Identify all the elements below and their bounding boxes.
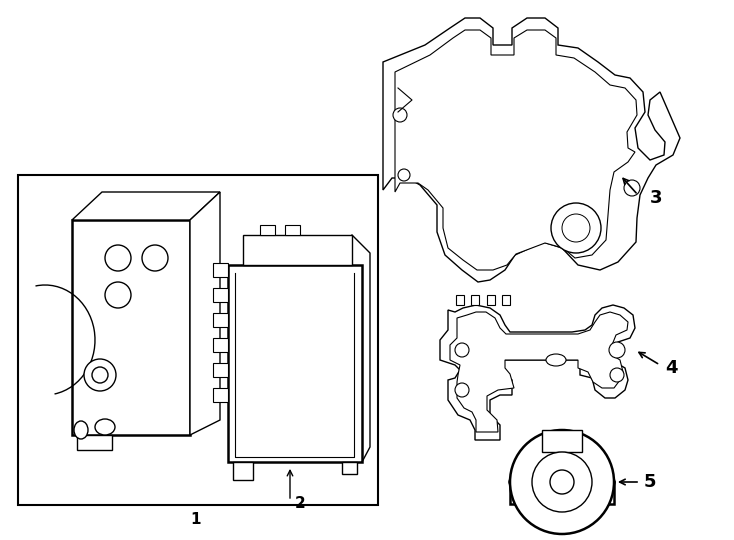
Circle shape <box>84 359 116 391</box>
Polygon shape <box>213 363 228 377</box>
Circle shape <box>624 180 640 196</box>
Polygon shape <box>383 18 680 282</box>
Circle shape <box>551 203 601 253</box>
Polygon shape <box>213 313 228 327</box>
Ellipse shape <box>509 468 614 496</box>
Polygon shape <box>285 225 300 235</box>
Polygon shape <box>190 192 220 435</box>
Polygon shape <box>77 435 112 450</box>
Polygon shape <box>450 312 628 432</box>
Circle shape <box>142 245 168 271</box>
Circle shape <box>393 108 407 122</box>
Text: 2: 2 <box>295 496 306 511</box>
Polygon shape <box>213 288 228 302</box>
Polygon shape <box>510 482 614 504</box>
Text: 5: 5 <box>644 473 656 491</box>
Polygon shape <box>395 30 637 270</box>
Polygon shape <box>72 220 190 435</box>
Polygon shape <box>243 235 352 265</box>
Circle shape <box>510 430 614 534</box>
Polygon shape <box>18 175 378 505</box>
Ellipse shape <box>546 354 566 366</box>
Polygon shape <box>213 263 228 277</box>
Polygon shape <box>342 462 357 474</box>
Polygon shape <box>487 295 495 305</box>
Circle shape <box>105 245 131 271</box>
Circle shape <box>609 342 625 358</box>
Circle shape <box>398 169 410 181</box>
Circle shape <box>105 282 131 308</box>
Polygon shape <box>502 295 510 305</box>
Ellipse shape <box>95 419 115 435</box>
Text: 3: 3 <box>650 189 663 207</box>
Polygon shape <box>213 388 228 402</box>
Circle shape <box>610 368 624 382</box>
Polygon shape <box>471 295 479 305</box>
Polygon shape <box>228 265 362 462</box>
Circle shape <box>92 367 108 383</box>
Polygon shape <box>542 430 582 452</box>
Polygon shape <box>72 192 220 220</box>
Text: 4: 4 <box>665 359 677 377</box>
Polygon shape <box>260 225 275 235</box>
Polygon shape <box>440 305 635 440</box>
Polygon shape <box>456 295 464 305</box>
Circle shape <box>455 343 469 357</box>
Circle shape <box>550 470 574 494</box>
Polygon shape <box>233 462 253 480</box>
Circle shape <box>532 452 592 512</box>
Circle shape <box>562 214 590 242</box>
Ellipse shape <box>74 421 88 439</box>
Text: 1: 1 <box>191 512 201 528</box>
Polygon shape <box>213 338 228 352</box>
Circle shape <box>455 383 469 397</box>
